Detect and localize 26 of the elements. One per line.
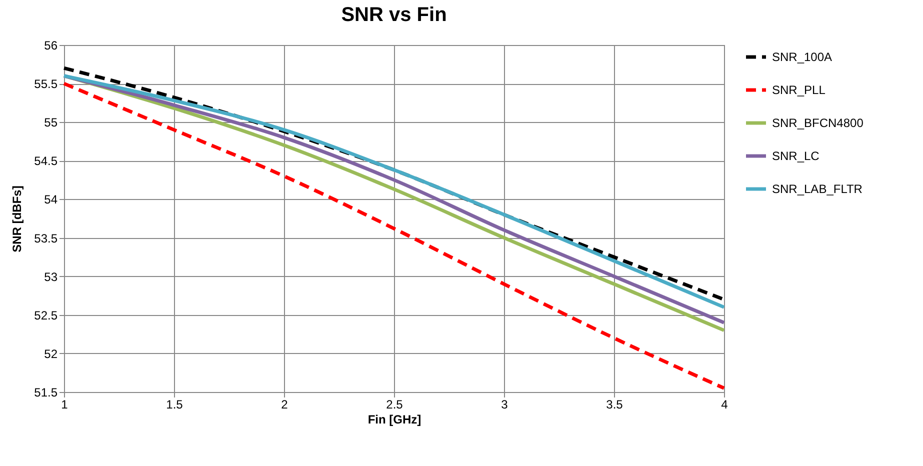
- x-tick-label: 1: [61, 398, 68, 412]
- x-tick-label: 4: [721, 398, 728, 412]
- y-tick-label: 55: [44, 116, 58, 130]
- y-tick-label: 56: [44, 38, 58, 52]
- legend-label: SNR_LC: [772, 149, 820, 163]
- x-tick-label: 2: [281, 398, 288, 412]
- x-tick-label: 2.5: [386, 398, 404, 412]
- y-tick-label: 53: [44, 270, 58, 284]
- x-tick-label: 1.5: [166, 398, 184, 412]
- y-tick-label: 52: [44, 346, 58, 361]
- x-tick-label: 3.5: [606, 398, 624, 412]
- legend-label: SNR_LAB_FLTR: [772, 182, 863, 196]
- y-tick-label: 54: [44, 192, 58, 207]
- y-tick-label: 53.5: [34, 231, 58, 246]
- legend-label: SNR_100A: [772, 50, 832, 64]
- y-tick-label: 55.5: [34, 77, 58, 92]
- y-tick-label: 52.5: [34, 308, 58, 322]
- line-series: [62, 82, 726, 390]
- x-axis-title: Fin [GHz]: [368, 412, 422, 426]
- x-tick-label: 3: [501, 398, 508, 412]
- legend-label: SNR_PLL: [772, 83, 826, 97]
- y-tick-label: 54.5: [34, 154, 58, 168]
- chart-title: SNR vs Fin: [341, 4, 447, 26]
- y-tick-label: 51.5: [34, 386, 58, 400]
- y-axis-title: SNR [dBFs]: [10, 186, 24, 252]
- legend-label: SNR_BFCN4800: [772, 116, 864, 130]
